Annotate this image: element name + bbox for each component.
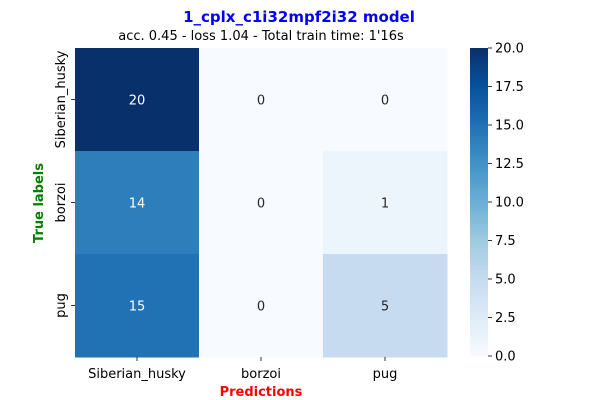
colorbar-tick-label: 7.5 bbox=[495, 234, 516, 249]
y-tick-label: Siberian_husky bbox=[54, 50, 69, 148]
colorbar-tick-label: 20.0 bbox=[495, 42, 524, 57]
colorbar-tick-label: 0.0 bbox=[495, 350, 516, 365]
y-axis-label: True labels bbox=[32, 163, 47, 243]
x-tick-label: Siberian_husky bbox=[88, 367, 186, 382]
cell-value-label: 14 bbox=[129, 197, 146, 212]
colorbar-tick-label: 15.0 bbox=[495, 119, 524, 134]
x-axis-ticks: Siberian_husky borzoi pug bbox=[88, 357, 397, 382]
cell-value-label: 0 bbox=[257, 197, 265, 212]
heatmap-cell-labels: 20 0 0 14 0 1 15 0 5 bbox=[129, 94, 389, 315]
colorbar-tick-label: 2.5 bbox=[495, 311, 516, 326]
heatmap-cell bbox=[199, 151, 324, 255]
heatmap-cell bbox=[323, 151, 448, 255]
cell-value-label: 15 bbox=[129, 300, 146, 315]
heatmap-cell bbox=[75, 151, 200, 255]
chart-subtitle: acc. 0.45 - loss 1.04 - Total train time… bbox=[118, 29, 404, 44]
colorbar-ticks: 0.0 2.5 5.0 7.5 10.0 12.5 15.0 17.5 20.0 bbox=[488, 42, 524, 365]
x-axis-label: Predictions bbox=[220, 385, 303, 400]
colorbar-tick-label: 5.0 bbox=[495, 273, 516, 288]
colorbar-tick-label: 10.0 bbox=[495, 196, 524, 211]
colorbar-tick-label: 12.5 bbox=[495, 157, 524, 172]
cell-value-label: 5 bbox=[381, 300, 389, 315]
y-tick-label: pug bbox=[54, 293, 69, 318]
cell-value-label: 1 bbox=[381, 197, 389, 212]
chart-title: 1_cplx_c1i32mpf2i32 model bbox=[183, 8, 415, 26]
cell-value-label: 0 bbox=[257, 94, 265, 109]
cell-value-label: 0 bbox=[381, 94, 389, 109]
heatmap-cell bbox=[199, 48, 324, 152]
heatmap-cell bbox=[323, 254, 448, 358]
heatmap-cell bbox=[75, 48, 200, 152]
heatmap-cells bbox=[75, 48, 448, 358]
x-tick-label: borzoi bbox=[241, 367, 281, 382]
heatmap-cell bbox=[75, 254, 200, 358]
heatmap-cell bbox=[323, 48, 448, 152]
colorbar-tick-label: 17.5 bbox=[495, 80, 524, 95]
heatmap-cell bbox=[199, 254, 324, 358]
cell-value-label: 0 bbox=[257, 300, 265, 315]
cell-value-label: 20 bbox=[129, 94, 146, 109]
colorbar bbox=[470, 48, 488, 356]
y-tick-label: borzoi bbox=[54, 183, 69, 223]
x-tick-label: pug bbox=[373, 367, 398, 382]
